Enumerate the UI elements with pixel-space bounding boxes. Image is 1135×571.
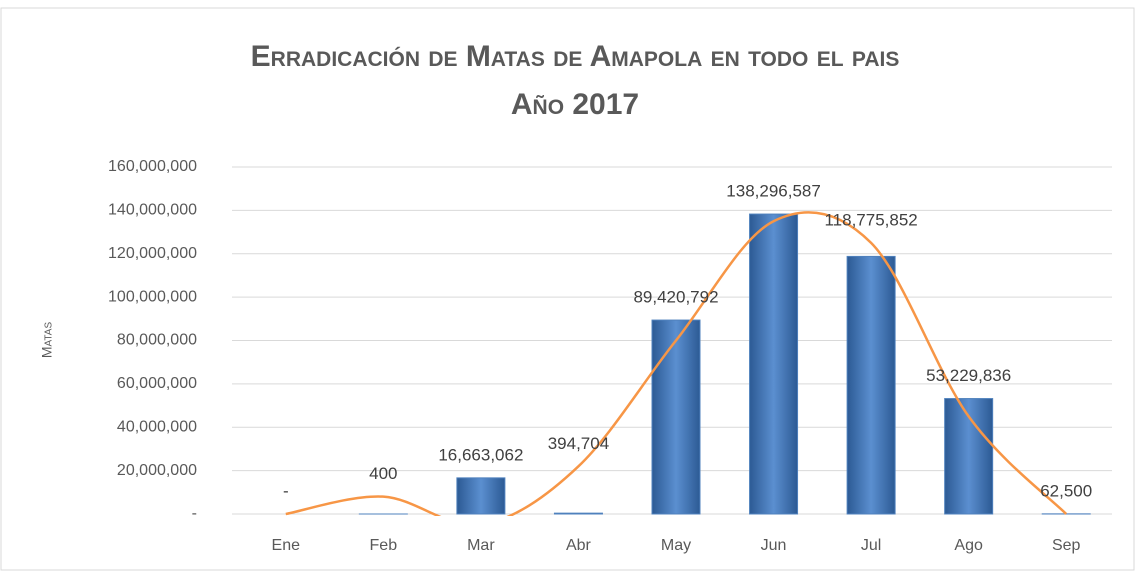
y-tick-label: 80,000,000 xyxy=(117,332,197,349)
x-tick-label: Sep xyxy=(1052,537,1081,554)
x-tick-label: May xyxy=(661,537,691,554)
y-tick-label: 60,000,000 xyxy=(117,375,197,392)
y-tick-label: 140,000,000 xyxy=(108,202,197,219)
x-tick-label: Ago xyxy=(954,537,983,554)
y-axis-label: Matas xyxy=(39,322,55,359)
trend-line xyxy=(285,211,1068,516)
data-label: 89,420,792 xyxy=(633,288,718,307)
data-label: 53,229,836 xyxy=(926,366,1011,385)
data-label: 138,296,587 xyxy=(726,182,821,201)
x-tick-label: Abr xyxy=(566,537,592,554)
y-tick-label: - xyxy=(192,505,197,522)
x-tick-label: Feb xyxy=(370,537,398,554)
bar xyxy=(846,255,896,515)
x-tick-label: Jun xyxy=(761,537,787,554)
data-label: 16,663,062 xyxy=(438,445,523,464)
chart-title: Erradicación de Matas de Amapola en todo… xyxy=(251,40,900,73)
x-tick-label: Jul xyxy=(861,537,881,554)
bar xyxy=(456,477,506,515)
bar xyxy=(553,512,603,515)
bar xyxy=(651,319,701,515)
data-label: 400 xyxy=(369,464,397,483)
y-tick-label: 100,000,000 xyxy=(108,288,197,305)
x-tick-label: Mar xyxy=(467,537,495,554)
y-tick-label: 40,000,000 xyxy=(117,418,197,435)
x-tick-label: Ene xyxy=(272,537,301,554)
y-tick-label: 160,000,000 xyxy=(108,158,197,175)
bar xyxy=(749,213,799,515)
chart-subtitle: Año 2017 xyxy=(511,88,639,121)
data-label: - xyxy=(283,481,289,500)
y-tick-label: 120,000,000 xyxy=(108,245,197,262)
data-label: 118,775,852 xyxy=(824,210,917,229)
y-tick-label: 20,000,000 xyxy=(117,462,197,479)
data-label: 394,704 xyxy=(548,434,609,453)
data-label: 62,500 xyxy=(1040,481,1092,500)
